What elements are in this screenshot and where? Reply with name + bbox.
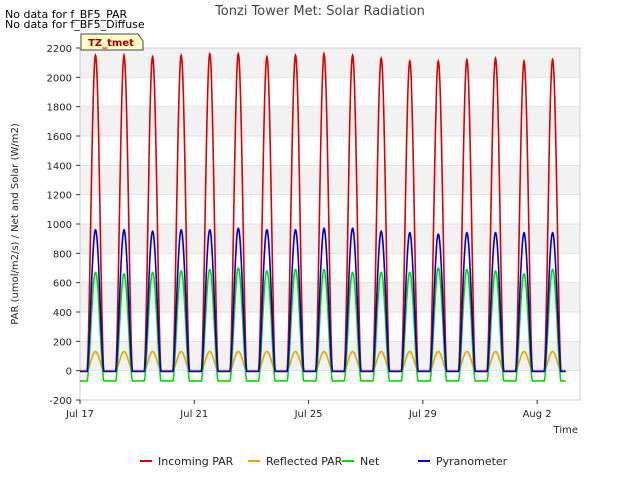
y-tick-label: 1400 <box>47 161 72 172</box>
y-tick-label: 800 <box>53 249 72 260</box>
y-tick-label: 400 <box>53 308 72 319</box>
background-band <box>80 106 580 136</box>
chart-title: Tonzi Tower Met: Solar Radiation <box>214 4 425 19</box>
x-tick-label: Jul 25 <box>294 409 323 420</box>
legend-item-pyranometer: Pyranometer <box>418 455 508 468</box>
y-tick-label: 1200 <box>47 191 72 202</box>
x-axis: Jul 17 Jul 21 Jul 25 Jul 29 Aug 2 <box>65 400 552 420</box>
series-line-pyranometer <box>80 226 566 373</box>
legend-label: Pyranometer <box>436 455 508 468</box>
series-lines <box>80 51 566 382</box>
y-tick-label: 200 <box>53 337 72 348</box>
legend: Incoming PAR Reflected PAR Net Pyranometer <box>140 455 508 468</box>
legend-label: Incoming PAR <box>158 455 234 468</box>
y-tick-label: -200 <box>49 396 72 407</box>
y-tick-label: 1800 <box>47 103 72 114</box>
y-tick-label: 0 <box>66 367 72 378</box>
x-tick-label: Aug 2 <box>523 409 552 420</box>
y-tick-label: 1600 <box>47 132 72 143</box>
background-band <box>80 165 580 195</box>
x-axis-label: Time <box>553 425 578 436</box>
y-axis-label: PAR (umol/m2/s) / Net and Solar (W/m2) <box>10 123 21 325</box>
y-tick-label: 2000 <box>47 73 72 84</box>
legend-item-net: Net <box>342 455 380 468</box>
x-tick-label: Jul 17 <box>65 409 94 420</box>
background-band <box>80 48 580 78</box>
no-data-note-par: No data for f_BF5_PAR <box>5 8 128 21</box>
y-tick-label: 600 <box>53 279 72 290</box>
x-tick-label: Jul 21 <box>179 409 208 420</box>
legend-box-label: TZ_tmet <box>88 38 134 49</box>
series-line-net <box>80 266 566 382</box>
y-tick-label: 1000 <box>47 220 72 231</box>
legend-box-tz-tmet: TZ_tmet <box>80 33 144 51</box>
legend-box-shape <box>80 33 144 51</box>
y-axis: -200 0 200 400 600 800 1000 1200 1400 1600 1800 200… <box>47 44 80 407</box>
legend-label: Net <box>360 455 380 468</box>
legend-label: Reflected PAR <box>266 455 343 468</box>
no-data-note-diffuse: No data for f_BF5_Diffuse <box>5 18 145 31</box>
legend-item-reflected-par: Reflected PAR <box>248 455 343 468</box>
series-line-incoming-par <box>80 51 566 372</box>
y-tick-label: 2200 <box>47 44 72 55</box>
x-tick-label: Jul 29 <box>408 409 437 420</box>
legend-item-incoming-par: Incoming PAR <box>140 455 234 468</box>
